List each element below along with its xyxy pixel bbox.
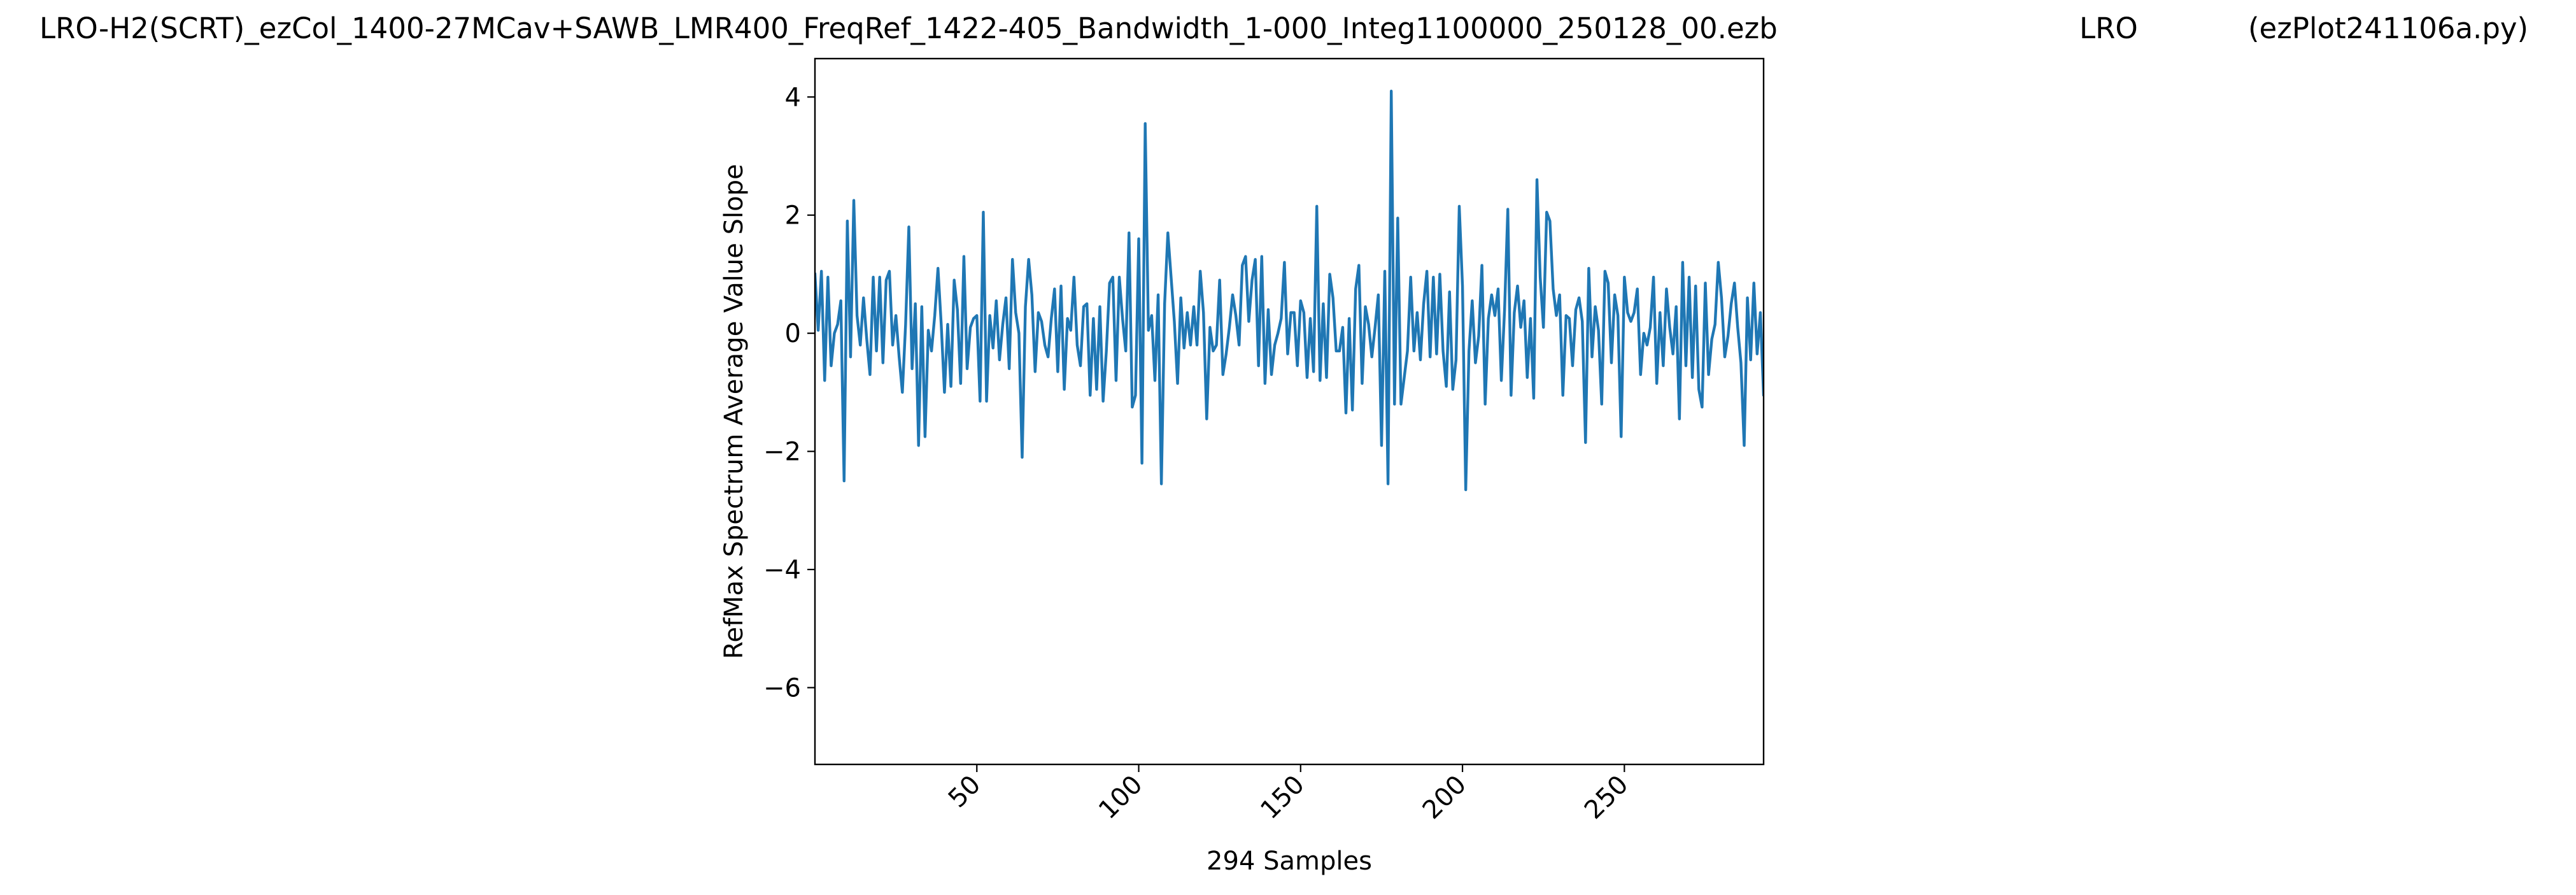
- y-tick-label: 4: [785, 83, 801, 112]
- series-line-0: [815, 89, 1764, 492]
- series-layer: [815, 89, 1764, 492]
- plot-title-filename: LRO-H2(SCRT)_ezCol_1400-27MCav+SAWB_LMR4…: [39, 11, 1778, 45]
- x-tick-label: 250: [1579, 770, 1634, 826]
- y-axis-label: RefMax Spectrum Average Value Slope: [719, 164, 749, 659]
- axis-ticks: 4 2 0 −2 −4 −6 50 100 150 200 250: [763, 83, 1634, 825]
- x-tick-label: 150: [1255, 770, 1310, 826]
- y-tick-label: 0: [785, 319, 801, 348]
- x-tick-label: 50: [943, 770, 987, 814]
- y-tick-label: −6: [763, 673, 801, 703]
- plot-frame: [814, 57, 1765, 766]
- y-tick-label: −2: [763, 438, 801, 467]
- plot-title-site: LRO: [2079, 11, 2138, 45]
- y-tick-label: −4: [763, 555, 801, 585]
- y-tick-label: 2: [785, 201, 801, 231]
- x-axis-label: 294 Samples: [1207, 847, 1372, 876]
- plot-title-program: (ezPlot241106a.py): [2248, 11, 2529, 45]
- x-tick-label: 100: [1093, 770, 1149, 826]
- x-tick-label: 200: [1417, 770, 1473, 826]
